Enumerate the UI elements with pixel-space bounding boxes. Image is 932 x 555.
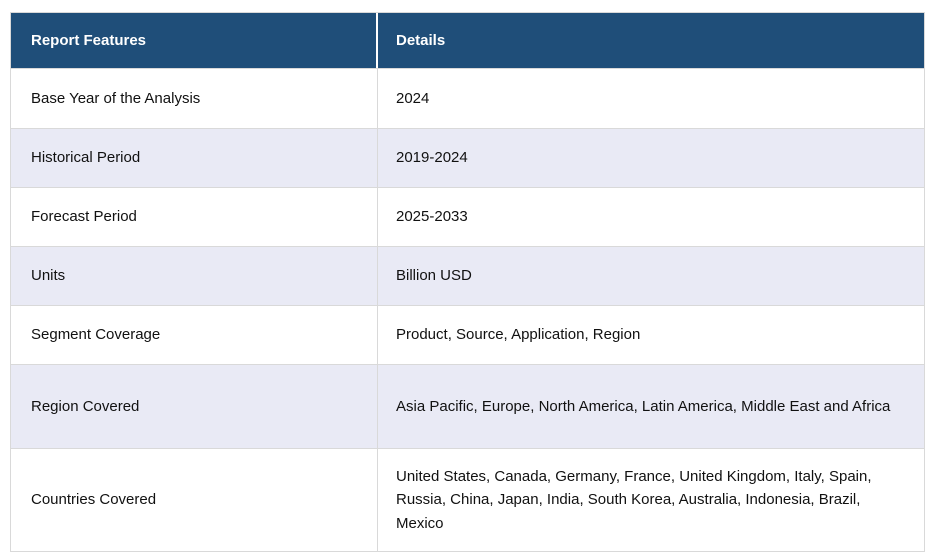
row-value-region-covered: Asia Pacific, Europe, North America, Lat… xyxy=(396,397,891,415)
header-report-features: Report Features xyxy=(11,13,378,68)
row-value-segment-coverage: Product, Source, Application, Region xyxy=(396,326,641,344)
report-features-table: Report Features Details Base Year of the… xyxy=(10,12,925,552)
table-row: Segment Coverage Product, Source, Applic… xyxy=(11,305,924,364)
row-label-base-year: Base Year of the Analysis xyxy=(11,69,378,128)
row-label-segment-coverage: Segment Coverage xyxy=(11,306,378,364)
header-details: Details xyxy=(396,31,446,49)
row-label-region-covered: Region Covered xyxy=(11,365,378,448)
row-value-countries-covered: United States, Canada, Germany, France, … xyxy=(396,468,872,532)
row-label-countries-covered: Countries Covered xyxy=(11,449,378,551)
table-header-row: Report Features Details xyxy=(11,13,924,68)
row-label-historical-period: Historical Period xyxy=(11,129,378,187)
table-row: Units Billion USD xyxy=(11,246,924,305)
table-row: Base Year of the Analysis 2024 xyxy=(11,68,924,128)
table-row: Forecast Period 2025-2033 xyxy=(11,187,924,246)
row-label-forecast-period: Forecast Period xyxy=(11,188,378,246)
row-value-units: Billion USD xyxy=(396,267,472,285)
row-value-historical-period: 2019-2024 xyxy=(396,149,468,167)
row-label-units: Units xyxy=(11,247,378,305)
table-row: Countries Covered United States, Canada,… xyxy=(11,448,924,551)
row-value-forecast-period: 2025-2033 xyxy=(396,208,468,226)
table-row: Region Covered Asia Pacific, Europe, Nor… xyxy=(11,364,924,448)
row-value-base-year: 2024 xyxy=(396,89,430,107)
table-row: Historical Period 2019-2024 xyxy=(11,128,924,187)
